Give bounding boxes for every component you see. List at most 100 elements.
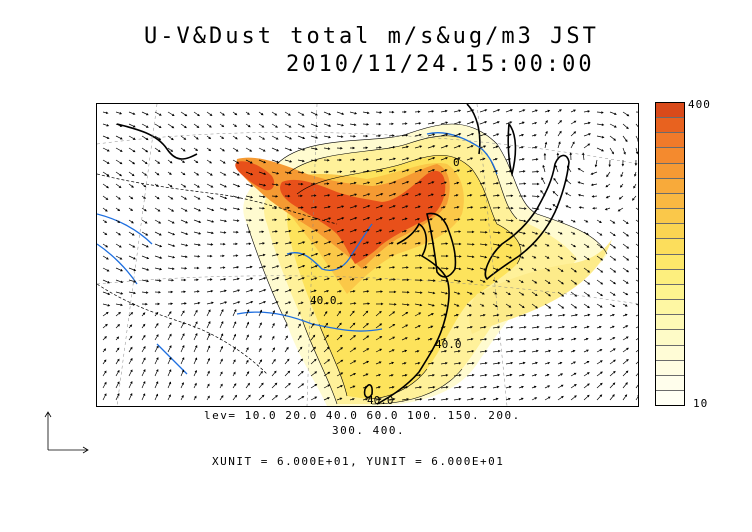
wind-arrow: [427, 193, 434, 197]
wind-arrow: [479, 243, 488, 246]
wind-arrow: [375, 193, 384, 197]
wind-arrow: [206, 333, 211, 341]
wind-arrow: [479, 325, 487, 329]
wind-arrow: [258, 147, 266, 152]
wind-arrow: [620, 171, 624, 178]
wind-arrow: [505, 385, 512, 389]
wind-arrow: [193, 231, 202, 235]
wind-arrow: [336, 123, 345, 127]
wind-arrow: [271, 111, 278, 116]
wind-arrow: [518, 361, 526, 365]
wind-arrow: [609, 359, 616, 365]
wind-arrow: [258, 289, 267, 293]
wind-arrow: [141, 255, 150, 260]
wind-arrow: [102, 183, 109, 189]
wind-arrow: [102, 370, 107, 377]
wind-arrow: [427, 181, 435, 185]
wind-arrow: [141, 302, 148, 306]
wind-arrow: [206, 207, 215, 212]
wind-arrow: [479, 255, 488, 259]
wind-arrow: [479, 385, 488, 389]
wind-arrow: [245, 265, 253, 269]
wind-arrow: [258, 394, 265, 401]
wind-arrow: [466, 182, 472, 185]
wind-arrow: [609, 111, 617, 115]
wind-arrow: [362, 146, 369, 150]
wind-arrow: [349, 360, 357, 365]
river-west: [97, 213, 188, 375]
wind-arrow: [245, 111, 250, 115]
wind-arrow: [427, 205, 434, 209]
wind-arrow: [544, 231, 551, 235]
contour-line: [276, 123, 608, 255]
wind-arrow: [479, 157, 486, 161]
wind-arrow: [362, 158, 369, 161]
wind-arrow: [388, 336, 396, 341]
wind-arrow: [193, 266, 200, 270]
wind-arrow: [492, 303, 498, 308]
wind-arrow: [245, 371, 250, 377]
wind-arrow: [310, 346, 316, 353]
wind-arrow: [453, 397, 462, 401]
wind-arrow: [115, 279, 124, 284]
wind-arrow: [466, 121, 475, 125]
wind-arrow: [258, 335, 262, 341]
wind-arrow: [362, 310, 369, 317]
wind-arrow: [310, 111, 318, 116]
wind-arrow: [180, 278, 187, 282]
wind-arrow: [505, 121, 513, 125]
wind-arrow: [323, 289, 330, 293]
wind-arrow: [336, 135, 344, 138]
wind-arrow: [427, 385, 436, 389]
wind-arrow: [466, 325, 473, 329]
wind-arrow: [414, 145, 423, 149]
wind-arrow: [141, 123, 149, 128]
wind-arrow: [479, 337, 488, 341]
wind-arrow: [128, 346, 133, 353]
wind-arrow: [596, 394, 603, 401]
wind-arrow: [388, 229, 395, 233]
wind-arrow: [634, 159, 638, 166]
wind-arrow: [297, 135, 306, 140]
wind-arrow: [245, 207, 253, 210]
wind-arrow: [284, 346, 289, 353]
wind-arrow: [297, 346, 303, 353]
wind-arrow: [531, 158, 539, 161]
wind-arrow: [518, 373, 525, 377]
wind-arrow: [310, 229, 319, 233]
wind-arrow: [180, 231, 189, 235]
dust-region-peak-west: [235, 161, 275, 191]
wind-arrow: [154, 381, 159, 389]
wind-arrow: [531, 207, 540, 211]
dust-plume-japan: [469, 239, 612, 334]
wind-arrow: [284, 229, 292, 233]
wind-arrow: [414, 230, 420, 233]
wind-arrow: [557, 231, 563, 235]
wind-arrow: [154, 368, 159, 377]
wind-arrow: [544, 267, 551, 272]
wind-arrow: [570, 255, 577, 260]
wind-arrow: [505, 325, 514, 329]
wind-arrow: [219, 231, 227, 234]
wind-arrow: [323, 265, 331, 269]
wind-arrow: [375, 310, 382, 317]
wind-arrow: [245, 359, 249, 365]
wind-arrow: [414, 205, 421, 209]
wind-vector-field: [102, 109, 638, 401]
wind-arrow: [206, 383, 210, 389]
wind-arrow: [583, 303, 590, 309]
wind-arrow: [401, 134, 409, 137]
wind-arrow: [388, 397, 396, 401]
wind-arrow: [505, 303, 512, 308]
wind-arrow: [310, 206, 318, 209]
wind-arrow: [583, 255, 590, 261]
wind-arrow: [583, 360, 590, 365]
wind-arrow: [492, 194, 500, 197]
wind-arrow: [505, 158, 512, 161]
wind-arrow: [492, 313, 500, 317]
wind-arrow: [453, 303, 460, 307]
wind-arrow: [180, 255, 188, 259]
wind-arrow: [401, 362, 407, 365]
wind-arrow: [128, 312, 134, 317]
wind-arrow: [219, 111, 225, 116]
